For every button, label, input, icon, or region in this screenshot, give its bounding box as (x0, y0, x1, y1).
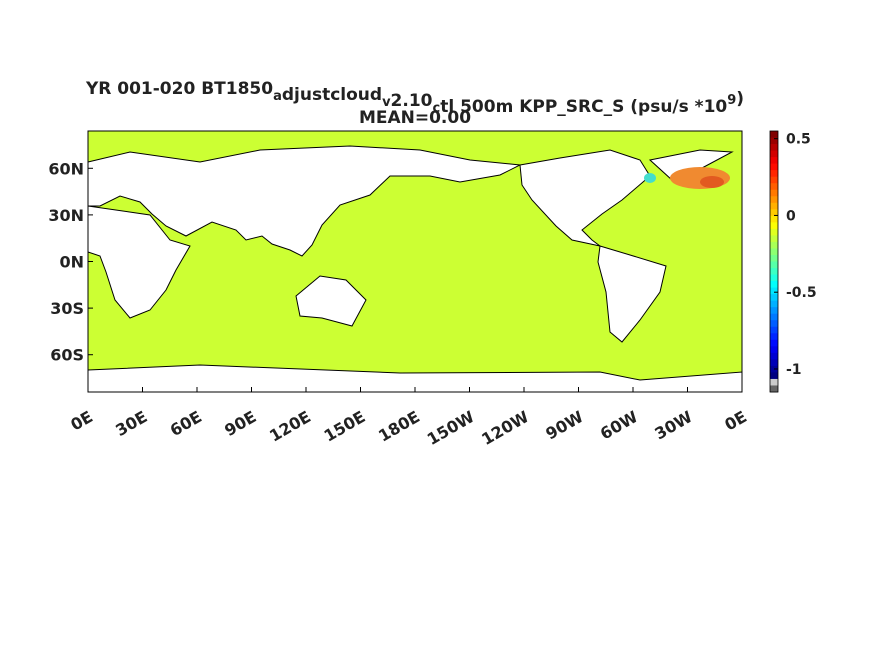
colorbar-tick-label: 0 (786, 208, 796, 224)
colorbar-swatch (770, 209, 778, 217)
colorbar-swatch (770, 131, 778, 139)
colorbar-swatch (770, 313, 778, 321)
colorbar-swatch (770, 333, 778, 341)
colorbar-swatch (770, 137, 778, 145)
colorbar-swatch (770, 274, 778, 282)
colorbar-swatch (770, 372, 778, 380)
colorbar-swatch (770, 170, 778, 178)
x-tick-label: 90W (542, 407, 586, 444)
title-part: 9 (727, 93, 736, 108)
south-america (597, 245, 667, 343)
north-america (519, 149, 651, 247)
title-part: c (433, 101, 441, 116)
x-tick-label: 90E (221, 407, 259, 440)
y-tick-label: 30S (50, 299, 84, 318)
x-tick-label: 120W (478, 407, 532, 449)
colorbar-swatch (770, 326, 778, 334)
colorbar-swatch (770, 176, 778, 184)
title-part: a (273, 89, 282, 104)
title-part: 2.10 (391, 91, 433, 111)
colorbar-swatch (770, 261, 778, 269)
x-tick-label: 150E (321, 407, 369, 446)
y-tick-label: 0N (59, 253, 84, 272)
colorbar-swatch (770, 385, 778, 393)
colorbar-swatch (770, 196, 778, 204)
title-part: tl 500m KPP_SRC_S (psu/s *10 (440, 97, 727, 117)
y-tick-label: 30N (48, 206, 84, 225)
y-tick-label: 60S (50, 346, 84, 365)
chart-subtitle: MEAN=0.00 (359, 108, 471, 128)
y-tick-label: 60N (48, 159, 84, 178)
colorbar-swatch (770, 254, 778, 262)
colorbar-tick-label: -0.5 (786, 285, 817, 301)
greenland (648, 149, 734, 181)
anomaly-patch (644, 173, 656, 183)
title-part: ) (736, 89, 744, 109)
x-tick-label: 60E (167, 407, 205, 440)
colorbar-swatch (770, 222, 778, 230)
x-tick-label: 180E (375, 407, 423, 446)
colorbar-swatch (770, 215, 778, 223)
colorbar-swatch (770, 300, 778, 308)
colorbar-swatch (770, 359, 778, 367)
title-part: YR 001-020 BT1850 (85, 79, 273, 99)
colorbar-swatch (770, 144, 778, 152)
colorbar-swatch (770, 241, 778, 249)
colorbar-swatch (770, 157, 778, 165)
colorbar-swatch (770, 287, 778, 295)
colorbar-swatch (770, 346, 778, 354)
colorbar-swatch (770, 248, 778, 256)
x-tick-label: 0E (67, 407, 96, 434)
australia (295, 275, 367, 327)
colorbar-swatch (770, 378, 778, 386)
x-tick-label: 30W (651, 407, 695, 444)
colorbar-tick-label: 0.5 (786, 132, 811, 148)
colorbar-swatch (770, 339, 778, 347)
africa (87, 205, 191, 319)
x-tick-label: 60W (597, 407, 641, 444)
title-part: v (382, 95, 391, 110)
colorbar-swatch (770, 268, 778, 276)
colorbar-swatch (770, 352, 778, 360)
colorbar-swatch (770, 163, 778, 171)
x-tick-label: 150W (424, 407, 478, 449)
colorbar-swatch (770, 320, 778, 328)
colorbar-swatch (770, 294, 778, 302)
colorbar-swatch (770, 150, 778, 158)
colorbar (770, 131, 778, 393)
colorbar-frame (769, 130, 779, 393)
x-tick-label: 30E (112, 407, 150, 440)
title-part: djustcloud (282, 85, 382, 105)
colorbar-swatch (770, 307, 778, 315)
colorbar-tick-label: -1 (786, 362, 802, 378)
land (87, 145, 743, 393)
colorbar-swatch (770, 228, 778, 236)
colorbar-swatch (770, 183, 778, 191)
colorbar-swatch (770, 189, 778, 197)
eurasia (87, 145, 522, 257)
colorbar-swatch (770, 202, 778, 210)
anomaly-patch (700, 176, 724, 188)
x-tick-label: 0E (721, 407, 750, 434)
map (87, 130, 743, 393)
chart-title: YR 001-020 BT1850adjustcloudv2.10ctl 500… (85, 79, 744, 117)
x-tick-label: 120E (266, 407, 314, 446)
colorbar-swatch (770, 235, 778, 243)
colorbar-swatch (770, 281, 778, 289)
